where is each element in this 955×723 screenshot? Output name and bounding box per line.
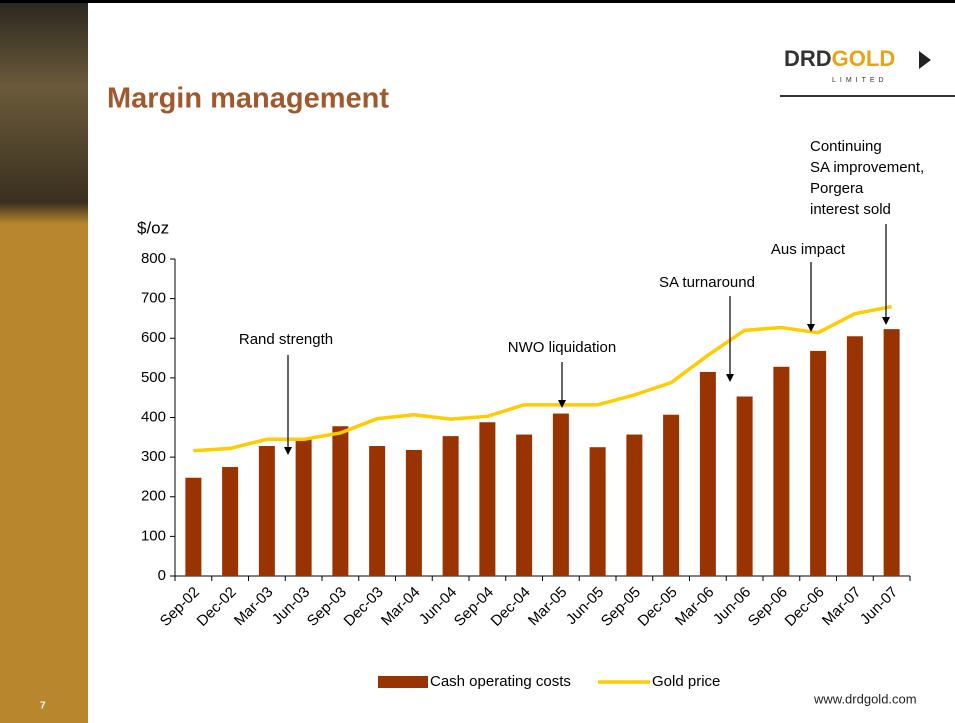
annotation: SA turnaround bbox=[659, 274, 755, 291]
bar bbox=[406, 450, 422, 576]
bar bbox=[443, 436, 459, 576]
y-tick-label: 700 bbox=[141, 290, 166, 307]
annotation: SA improvement, bbox=[810, 159, 924, 176]
y-tick-label: 100 bbox=[141, 527, 166, 544]
bar bbox=[737, 396, 753, 576]
y-tick-label: 600 bbox=[141, 329, 166, 346]
bar bbox=[369, 446, 385, 576]
y-tick-label: 800 bbox=[141, 250, 166, 267]
annotation: Porgera bbox=[810, 180, 864, 197]
bar bbox=[222, 467, 238, 576]
bar bbox=[259, 446, 275, 576]
y-tick-label: 300 bbox=[141, 448, 166, 465]
annotation: Rand strength bbox=[239, 331, 333, 348]
y-axis-label: $/oz bbox=[137, 218, 169, 237]
logo-main: DRD bbox=[784, 46, 832, 71]
page-number: 7 bbox=[40, 701, 46, 712]
bar bbox=[553, 414, 569, 576]
y-tick-label: 400 bbox=[141, 408, 166, 425]
bar bbox=[185, 478, 201, 576]
sidebar bbox=[0, 0, 88, 723]
bar bbox=[663, 415, 679, 576]
logo-accent: GOLD bbox=[832, 46, 896, 71]
legend-label: Cash operating costs bbox=[430, 673, 571, 690]
legend-label: Gold price bbox=[652, 673, 720, 690]
bar bbox=[810, 351, 826, 576]
website: www.drdgold.com bbox=[813, 691, 917, 706]
slide: Margin management DRDGOLD LIMITED 7 www.… bbox=[0, 0, 955, 723]
annotation: Continuing bbox=[810, 138, 882, 155]
y-tick-label: 0 bbox=[158, 567, 166, 584]
page: {"slide": {"title": "Margin management",… bbox=[0, 0, 955, 723]
bar bbox=[700, 372, 716, 576]
annotation: interest sold bbox=[810, 201, 891, 218]
annotation: Aus impact bbox=[771, 241, 846, 258]
bar bbox=[332, 426, 348, 576]
y-tick-label: 200 bbox=[141, 488, 166, 505]
top-border bbox=[0, 0, 955, 3]
y-tick-label: 500 bbox=[141, 369, 166, 386]
bar bbox=[884, 329, 900, 576]
bar bbox=[479, 422, 495, 576]
slide-title: Margin management bbox=[107, 83, 389, 115]
bar bbox=[626, 435, 642, 576]
bar bbox=[516, 435, 532, 576]
legend-swatch bbox=[378, 676, 428, 688]
annotation: NWO liquidation bbox=[508, 339, 616, 356]
logo: DRDGOLD bbox=[784, 46, 895, 71]
bar bbox=[296, 439, 312, 576]
bar bbox=[847, 336, 863, 576]
bar bbox=[773, 367, 789, 576]
bar bbox=[590, 447, 606, 576]
logo-sub: LIMITED bbox=[832, 77, 888, 84]
